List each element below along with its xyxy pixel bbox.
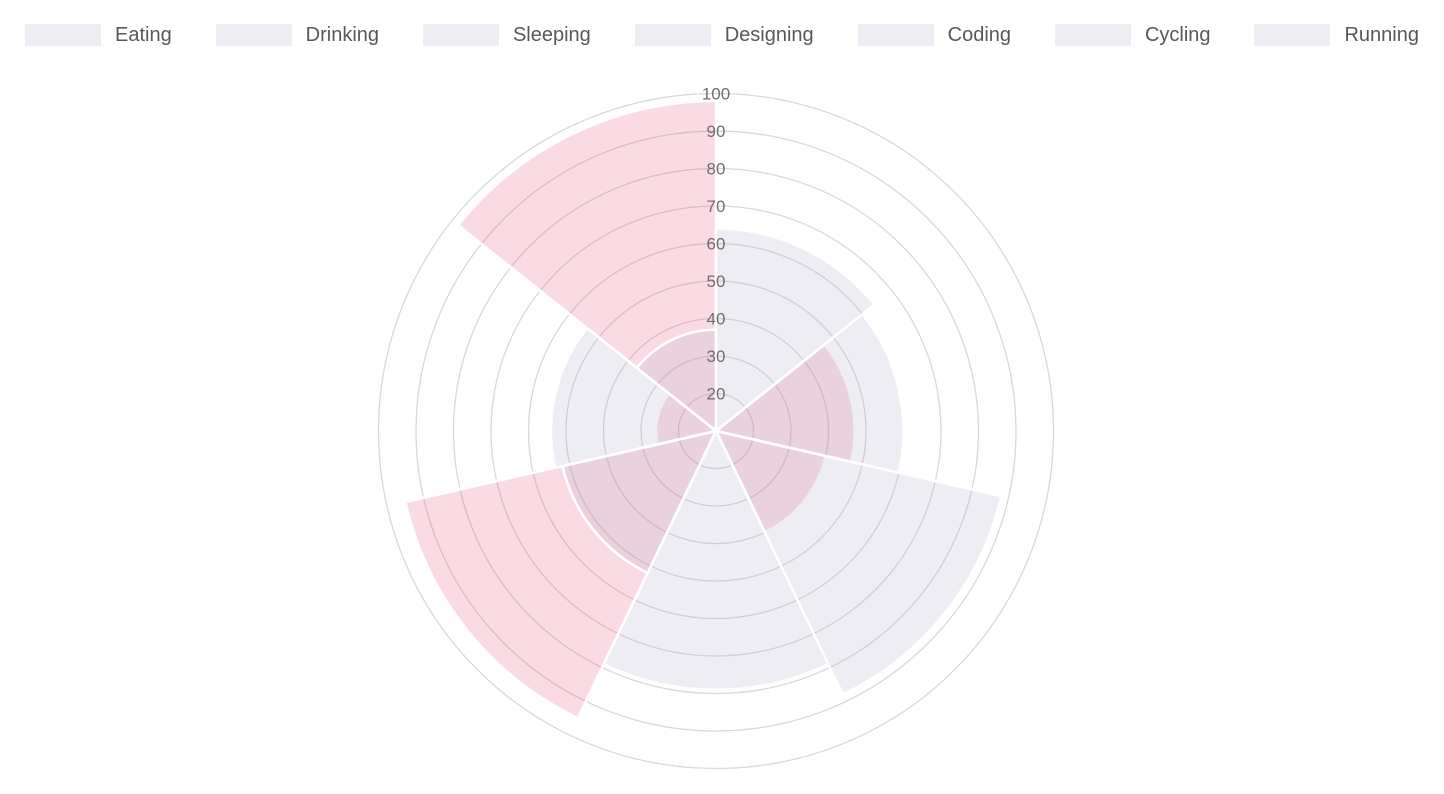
legend-item-designing[interactable]: Designing <box>634 24 814 46</box>
tick-label-70: 70 <box>707 197 726 216</box>
tick-label-80: 80 <box>707 160 726 179</box>
segment-pink-dataset-drinking[interactable] <box>714 343 857 464</box>
legend-swatch <box>1254 24 1331 46</box>
legend-swatch <box>422 24 499 46</box>
segment-grey-dataset-coding[interactable] <box>561 429 718 575</box>
legend-item-drinking[interactable]: Drinking <box>215 24 380 46</box>
legend-item-cycling[interactable]: Cycling <box>1054 24 1211 46</box>
legend-item-sleeping[interactable]: Sleeping <box>422 24 591 46</box>
tick-label-20: 20 <box>707 385 726 404</box>
legend-label: Eating <box>115 24 172 46</box>
legend-swatch <box>634 24 711 46</box>
tick-label-60: 60 <box>707 235 726 254</box>
legend-swatch <box>25 24 101 46</box>
segment-grey-dataset-designing[interactable] <box>602 429 830 692</box>
chart-legend: Eating Drinking Sleeping Designing Coding Cyc… <box>0 24 1444 46</box>
legend-label: Sleeping <box>512 24 591 46</box>
tick-label-30: 30 <box>707 347 726 366</box>
segment-grey-dataset-sleeping[interactable] <box>714 429 1003 696</box>
legend-swatch <box>1054 24 1131 46</box>
grid-ring-100 <box>377 92 1055 770</box>
legend-item-running[interactable]: Running <box>1254 24 1419 46</box>
legend-item-coding[interactable]: Coding <box>857 24 1012 46</box>
legend-swatch <box>215 24 292 46</box>
legend-label: Designing <box>724 24 814 46</box>
tick-label-100: 100 <box>702 85 730 104</box>
legend-label: Running <box>1344 24 1419 46</box>
legend-label: Coding <box>947 24 1012 46</box>
segment-pink-dataset-running[interactable] <box>456 99 718 433</box>
tick-label-90: 90 <box>707 122 726 141</box>
legend-label: Drinking <box>305 24 380 46</box>
legend-label: Cycling <box>1144 24 1211 46</box>
tick-label-40: 40 <box>707 310 726 329</box>
tick-label-50: 50 <box>707 272 726 291</box>
segment-grey-dataset-running[interactable] <box>635 328 718 433</box>
segment-pink-dataset-coding[interactable] <box>403 429 718 720</box>
segment-grey-dataset-cycling[interactable] <box>549 326 718 470</box>
segment-grey-dataset-drinking[interactable] <box>714 312 905 475</box>
legend-swatch <box>857 24 934 46</box>
legend-item-eating[interactable]: Eating <box>25 24 172 46</box>
segment-grey-dataset-eating[interactable] <box>714 227 876 433</box>
segment-pink-dataset-sleeping[interactable] <box>714 429 827 534</box>
